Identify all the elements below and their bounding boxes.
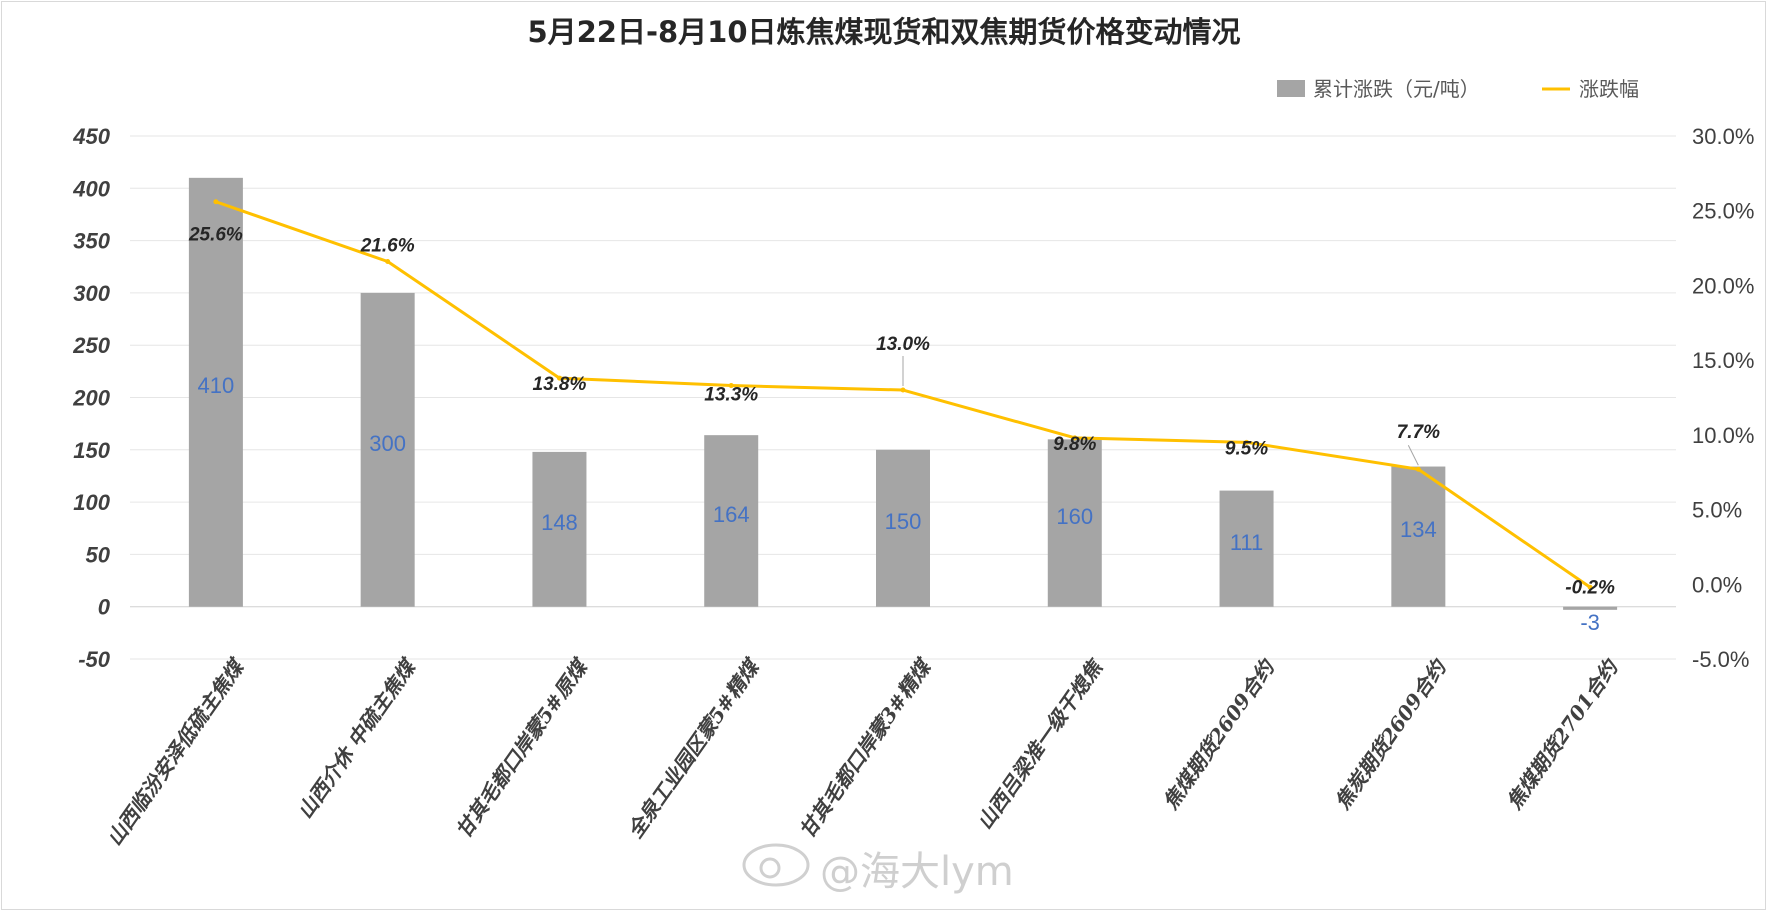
bar-value-label: 148 bbox=[541, 510, 578, 535]
bar-value-label: 160 bbox=[1056, 504, 1093, 529]
line-point bbox=[1072, 435, 1078, 441]
y2-tick-label: 5.0% bbox=[1692, 498, 1742, 523]
y2-tick-label: 25.0% bbox=[1692, 199, 1754, 224]
bar-value-label: 410 bbox=[198, 373, 235, 398]
line-point bbox=[213, 199, 219, 205]
line-value-label: 9.5% bbox=[1225, 438, 1268, 459]
x-tick-label: 甘其毛都口岸蒙3#精煤 bbox=[795, 653, 938, 843]
x-tick-label: 焦煤期货2701合约 bbox=[1502, 654, 1624, 814]
bar bbox=[1391, 466, 1446, 607]
legend-label-bar: 累计涨跌（元/吨） bbox=[1313, 77, 1480, 101]
line-value-label: 13.3% bbox=[704, 385, 758, 406]
line-value-label: 13.0% bbox=[876, 334, 930, 355]
legend-swatch-bar bbox=[1277, 80, 1305, 97]
x-tick-label: 山西介休 中硫主焦煤 bbox=[293, 653, 422, 823]
y2-tick-label: 10.0% bbox=[1692, 423, 1754, 448]
bar-value-label: 111 bbox=[1230, 530, 1263, 555]
line-point bbox=[728, 383, 734, 389]
y-tick-label: 200 bbox=[72, 386, 110, 411]
line-series: 25.6% 21.6% 13.8% 13.3% 13.0% 9.8% 9.5% 7.7% -0.… bbox=[188, 199, 1615, 598]
line-value-label: 21.6% bbox=[360, 236, 415, 257]
x-tick-label: 山西吕梁准一级干熄焦 bbox=[972, 654, 1108, 834]
y-tick-label: 250 bbox=[72, 333, 110, 358]
legend-label-line: 涨跌幅 bbox=[1579, 77, 1639, 101]
line-point bbox=[385, 259, 391, 265]
bar bbox=[1219, 490, 1274, 607]
y2-tick-label: 20.0% bbox=[1692, 273, 1754, 298]
y-tick-label: 150 bbox=[73, 438, 110, 463]
bar bbox=[1563, 606, 1618, 610]
line-point bbox=[1244, 439, 1250, 445]
bar-value-label: 150 bbox=[885, 509, 922, 534]
bar-value-label: 300 bbox=[369, 431, 406, 456]
line-value-label: 13.8% bbox=[533, 374, 587, 395]
y2-tick-label: 0.0% bbox=[1692, 572, 1742, 597]
line-value-label: -0.2% bbox=[1565, 577, 1615, 598]
leader-line bbox=[1407, 445, 1419, 466]
line-value-label: 9.8% bbox=[1053, 434, 1096, 455]
x-tick-label: 焦煤期货2609合约 bbox=[1158, 654, 1280, 814]
x-tick-label: 山西临汾安泽低硫主焦煤 bbox=[102, 653, 250, 850]
y-tick-label: 350 bbox=[73, 229, 110, 254]
x-tick-label: 焦炭期货2609合约 bbox=[1330, 654, 1452, 814]
y-tick-label: 50 bbox=[86, 542, 111, 567]
y-axis-right: -5.0% 0.0% 5.0% 10.0% 15.0% 20.0% 25.0% 30.0% bbox=[1692, 124, 1754, 672]
y2-tick-label: 30.0% bbox=[1692, 124, 1754, 149]
line-point bbox=[900, 387, 906, 393]
y2-tick-label: -5.0% bbox=[1692, 647, 1749, 672]
x-tick-label: 甘其毛都口岸蒙5#原煤 bbox=[451, 653, 594, 843]
bar bbox=[876, 449, 930, 607]
bar bbox=[1047, 439, 1102, 607]
line-value-label: 7.7% bbox=[1397, 422, 1440, 443]
weibo-logo-icon bbox=[742, 843, 810, 887]
bar-series: 410 300 148 164 150 160 111 134 -3 bbox=[188, 177, 1618, 635]
chart-title: 5月22日-8月10日炼焦煤现货和双焦期货价格变动情况 bbox=[527, 15, 1240, 49]
x-axis: 山西临汾安泽低硫主焦煤 山西介休 中硫主焦煤 甘其毛都口岸蒙5#原煤 全泉工业园区蒙5… bbox=[102, 653, 1624, 850]
y-axis-left: -50 0 50 100 150 200 250 300 350 400 450 bbox=[72, 124, 110, 672]
bar bbox=[704, 435, 759, 607]
y2-tick-label: 15.0% bbox=[1692, 348, 1754, 373]
line-point bbox=[1587, 584, 1593, 590]
line-value-label: 25.6% bbox=[188, 225, 243, 246]
y-tick-label: 100 bbox=[73, 490, 110, 515]
bar bbox=[188, 177, 243, 607]
bar-value-label: 164 bbox=[713, 502, 750, 527]
y-tick-label: 400 bbox=[72, 176, 110, 201]
y-tick-label: 0 bbox=[98, 595, 111, 620]
bar bbox=[532, 451, 587, 607]
bar-value-label: -3 bbox=[1580, 610, 1600, 635]
bar bbox=[360, 292, 415, 607]
line-point bbox=[1415, 466, 1421, 472]
legend: 累计涨跌（元/吨） 涨跌幅 bbox=[1277, 77, 1639, 101]
y-tick-label: 450 bbox=[72, 124, 110, 149]
y-tick-label: 300 bbox=[73, 281, 110, 306]
x-tick-label: 全泉工业园区蒙5#精煤 bbox=[623, 653, 766, 843]
watermark: @海大lym bbox=[820, 849, 1014, 895]
bar-value-label: 134 bbox=[1400, 517, 1437, 542]
y-tick-label: -50 bbox=[78, 647, 111, 672]
line-point bbox=[556, 375, 562, 381]
